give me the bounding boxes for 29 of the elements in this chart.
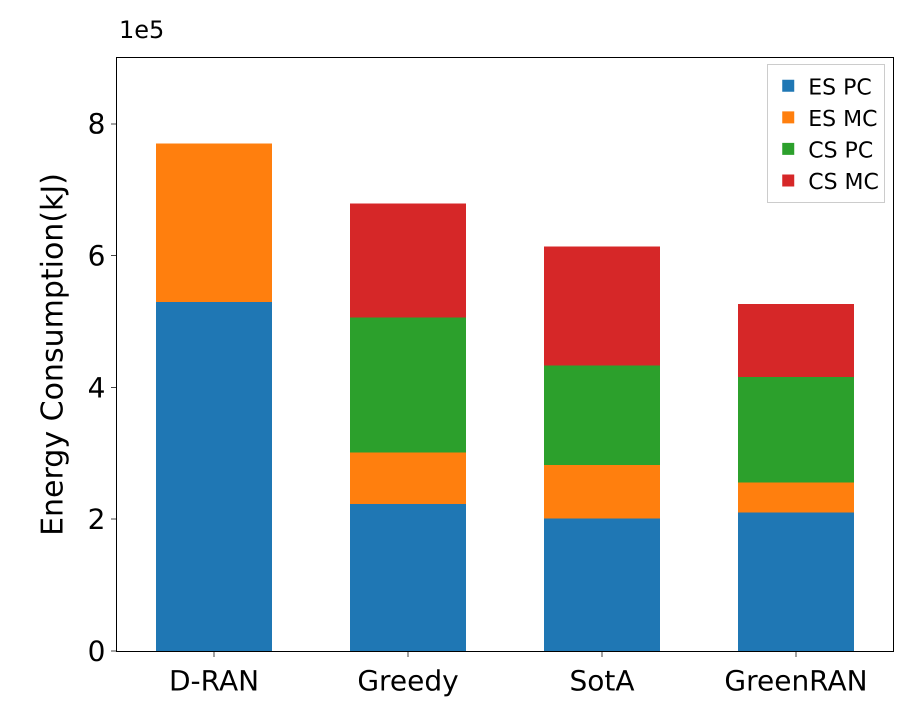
bar xyxy=(156,302,272,651)
y-tick-label: 4 xyxy=(88,371,106,404)
legend-label: CS PC xyxy=(808,138,874,164)
bar xyxy=(544,246,660,366)
bar xyxy=(738,482,854,513)
bar xyxy=(544,518,660,651)
bar xyxy=(350,318,466,453)
y-tick-label: 2 xyxy=(88,503,106,536)
bar xyxy=(738,512,854,651)
y-tick-label: 0 xyxy=(88,634,106,668)
legend-label: ES PC xyxy=(808,75,872,100)
bar xyxy=(350,204,466,318)
bar xyxy=(544,366,660,466)
x-tick-label: GreenRAN xyxy=(724,664,868,698)
bar xyxy=(350,504,466,651)
bar xyxy=(544,465,660,519)
x-tick-label: SotA xyxy=(569,664,635,698)
bar xyxy=(738,304,854,377)
y-tick-label: 8 xyxy=(88,108,106,141)
text: 1e5 xyxy=(119,16,164,44)
legend-label: ES MC xyxy=(808,106,878,132)
bar xyxy=(350,452,466,504)
y-axis-title: Energy Consumption(kJ) xyxy=(36,173,71,536)
x-tick-label: Greedy xyxy=(357,664,459,698)
x-tick-label: D-RAN xyxy=(168,664,260,698)
legend-label: CS MC xyxy=(808,170,879,196)
bar xyxy=(738,376,854,482)
bar xyxy=(156,144,272,302)
y-tick-label: 6 xyxy=(88,239,106,272)
